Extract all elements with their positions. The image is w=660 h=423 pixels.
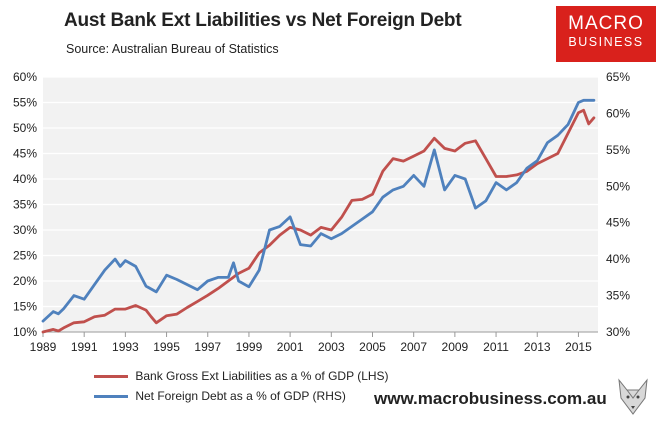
legend-label-nfd: Net Foreign Debt as a % of GDP (RHS)	[135, 389, 346, 403]
legend-label-bank: Bank Gross Ext Liabilities as a % of GDP…	[135, 369, 389, 383]
y-left-tick-label: 55%	[13, 96, 37, 110]
x-tick-label: 1997	[194, 340, 221, 354]
legend-entry-nfd: Net Foreign Debt as a % of GDP (RHS)	[94, 389, 346, 403]
x-tick-label: 1995	[153, 340, 180, 354]
y-left-tick-label: 50%	[13, 121, 37, 135]
series-line-bank	[41, 108, 596, 334]
legend-swatch-nfd	[94, 395, 128, 399]
y-right-tick-label: 30%	[606, 325, 630, 339]
legend-entry-bank: Bank Gross Ext Liabilities as a % of GDP…	[94, 369, 389, 383]
x-tick-label: 2005	[359, 340, 386, 354]
y-left-tick-label: 15%	[13, 300, 37, 314]
y-left-tick-label: 35%	[13, 198, 37, 212]
x-tick-label: 1991	[71, 340, 98, 354]
x-tick-label: 2015	[565, 340, 592, 354]
y-left-tick-label: 25%	[13, 249, 37, 263]
y-left-tick-label: 45%	[13, 147, 37, 161]
x-tick-label: 2007	[400, 340, 427, 354]
y-left-tick-label: 10%	[13, 325, 37, 339]
x-tick-label: 2009	[442, 340, 469, 354]
macrobusiness-logo: MACRO BUSINESS	[556, 6, 656, 62]
fox-logo-icon	[618, 378, 648, 415]
x-tick-label: 2013	[524, 340, 551, 354]
x-tick-label: 2003	[318, 340, 345, 354]
website-url: www.macrobusiness.com.au	[374, 389, 607, 408]
y-right-tick-label: 35%	[606, 289, 630, 303]
x-tick-label: 1993	[112, 340, 139, 354]
x-tick-label: 1999	[236, 340, 263, 354]
series-line-nfd	[41, 98, 596, 323]
y-right-tick-label: 45%	[606, 216, 630, 230]
x-tick-label: 2011	[483, 340, 509, 354]
y-left-tick-label: 60%	[13, 70, 37, 84]
y-right-tick-label: 65%	[606, 70, 630, 84]
chart-title: Aust Bank Ext Liabilities vs Net Foreign…	[64, 10, 462, 31]
y-left-tick-label: 40%	[13, 172, 37, 186]
y-left-tick-label: 20%	[13, 274, 37, 288]
legend-swatch-bank	[94, 375, 128, 379]
y-right-tick-label: 55%	[606, 143, 630, 157]
logo-line-2: BUSINESS	[568, 35, 644, 49]
chart-source: Source: Australian Bureau of Statistics	[66, 42, 279, 56]
x-tick-label: 2001	[277, 340, 304, 354]
y-right-tick-label: 60%	[606, 106, 630, 120]
y-right-tick-label: 40%	[606, 252, 630, 266]
logo-line-1: MACRO	[568, 13, 644, 34]
y-left-tick-label: 30%	[13, 223, 37, 237]
x-tick-label: 1989	[30, 340, 57, 354]
y-right-tick-label: 50%	[606, 179, 630, 193]
